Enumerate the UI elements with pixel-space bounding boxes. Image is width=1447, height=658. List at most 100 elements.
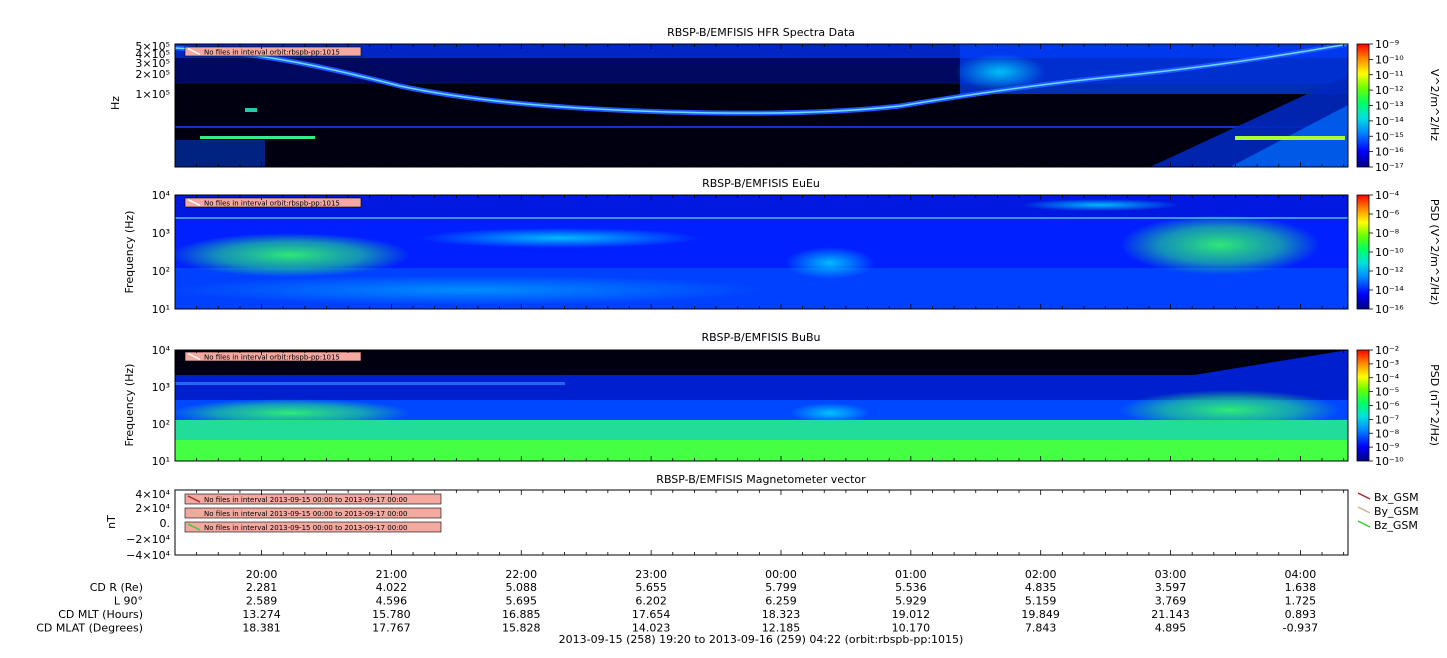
eueu-ytick-1e3: 10³ xyxy=(152,227,170,240)
ephemeris-value: 2.589 xyxy=(246,595,278,608)
bubu-y-ticks: 10¹ 10² 10³ 10⁴ xyxy=(152,344,171,468)
ephemeris-value: 14.023 xyxy=(632,622,671,635)
hfr-ytick-2e5: 2×10⁵ xyxy=(135,68,170,81)
bubu-ytick-1e4: 10⁴ xyxy=(152,344,171,357)
ephemeris-value: -0.937 xyxy=(1283,622,1318,635)
ephemeris-value: 5.088 xyxy=(506,581,538,594)
hfr-ytick-5e5: 5×10⁵ xyxy=(135,40,170,53)
bubu-ytick-1e3: 10³ xyxy=(152,381,170,394)
ephemeris-row-label: L 90° xyxy=(114,595,143,608)
ephemeris-value: 5.536 xyxy=(895,581,927,594)
mag-ytick-neg4e4: −4×10⁴ xyxy=(126,549,170,562)
x-tick-label: 03:00 xyxy=(1155,568,1187,581)
colorbar-tick-label: 10⁻¹⁷ xyxy=(1375,161,1404,174)
ephemeris-table: CD R (Re) 2.281 4.022 5.088 5.655 5.799 5.536 4… xyxy=(36,581,1318,635)
ephemeris-value: 19.012 xyxy=(892,608,931,621)
mag-y-ticks: 4×10⁴ 2×10⁴ 0. −2×10⁴ −4×10⁴ xyxy=(126,488,170,562)
svg-text:Bx_GSM: Bx_GSM xyxy=(1374,491,1419,504)
ephemeris-value: 3.597 xyxy=(1155,581,1187,594)
time-ticks: 20:00 21:00 22:00 23:00 00:00 01:00 02:00 03:00… xyxy=(174,44,1345,581)
svg-text:No files in interval 2013-09-1: No files in interval 2013-09-15 00:00 to… xyxy=(204,510,407,518)
legend-by: By_GSM xyxy=(1357,505,1419,518)
x-tick-label: 04:00 xyxy=(1285,568,1317,581)
hfr-ylabel: Hz xyxy=(109,96,122,110)
x-tick-label: 23:00 xyxy=(635,568,667,581)
ephemeris-row-label: CD MLT (Hours) xyxy=(58,608,143,621)
colorbar-tick-label: 10⁻¹⁶ xyxy=(1375,303,1404,316)
colorbar-tick-label: 10⁻¹¹ xyxy=(1375,69,1404,82)
ephemeris-row-label: CD MLAT (Degrees) xyxy=(36,622,143,635)
bubu-ytick-1e1: 10¹ xyxy=(152,455,170,468)
ephemeris-value: 1.638 xyxy=(1285,581,1317,594)
ephemeris-value: 4.835 xyxy=(1025,581,1057,594)
colorbar-tick-label: 10⁻⁶ xyxy=(1375,208,1400,221)
eueu-y-ticks: 10¹ 10² 10³ 10⁴ xyxy=(152,189,171,316)
colorbar-tick-label: 10⁻⁴ xyxy=(1375,372,1400,385)
hfr-title: RBSP-B/EMFISIS HFR Spectra Data xyxy=(667,26,855,39)
hfr-y-ticks: 1×10⁵ 2×10⁵ 3×10⁵ 4×10⁵ 5×10⁵ xyxy=(135,40,170,101)
colorbar-tick-label: 10⁻¹⁰ xyxy=(1375,246,1404,259)
mag-notice-2: No files in interval 2013-09-15 00:00 to… xyxy=(184,507,442,519)
svg-text:By_GSM: By_GSM xyxy=(1374,505,1419,518)
mag-ytick-neg2e4: −2×10⁴ xyxy=(126,533,170,546)
eueu-colorbar-label: PSD (V^2/m^2/Hz) xyxy=(1428,199,1441,305)
ephemeris-value: 17.767 xyxy=(372,622,411,635)
ephemeris-value: 17.654 xyxy=(632,608,671,621)
colorbar-tick-label: 10⁻³ xyxy=(1375,358,1399,371)
mag-ytick-2e4: 2×10⁴ xyxy=(135,502,170,515)
bubu-title: RBSP-B/EMFISIS BuBu xyxy=(702,331,821,344)
svg-text:Bz_GSM: Bz_GSM xyxy=(1374,519,1418,532)
ephemeris-value: 12.185 xyxy=(762,622,801,635)
colorbar-tick-label: 10⁻⁵ xyxy=(1375,386,1399,399)
svg-text:No files in interval orbit:rbs: No files in interval orbit:rbspb-pp:1015 xyxy=(204,200,340,208)
mag-ylabel: nT xyxy=(105,515,118,529)
legend-bz: Bz_GSM xyxy=(1357,519,1418,532)
ephemeris-value: 5.799 xyxy=(765,581,797,594)
ephemeris-value: 5.159 xyxy=(1025,595,1057,608)
eueu-notice: No files in interval orbit:rbspb-pp:1015 xyxy=(184,197,362,208)
colorbar-tick-label: 10⁻¹⁴ xyxy=(1375,284,1404,297)
ephemeris-value: 18.381 xyxy=(242,622,281,635)
svg-text:No files in interval orbit:rbs: No files in interval orbit:rbspb-pp:1015 xyxy=(204,49,340,57)
ephemeris-value: 15.780 xyxy=(372,608,411,621)
ephemeris-value: 10.170 xyxy=(892,622,931,635)
colorbar-tick-label: 10⁻¹³ xyxy=(1375,100,1404,113)
colorbar-tick-label: 10⁻⁹ xyxy=(1375,441,1399,454)
mag-notice-3: No files in interval 2013-09-15 00:00 to… xyxy=(184,521,442,533)
mag-ytick-0: 0. xyxy=(160,517,171,530)
mag-title: RBSP-B/EMFISIS Magnetometer vector xyxy=(656,473,866,486)
bubu-colorbar-label: PSD (nT^2/Hz) xyxy=(1428,364,1441,446)
colorbar-tick-label: 10⁻² xyxy=(1375,344,1399,357)
ephemeris-value: 5.655 xyxy=(635,581,667,594)
eueu-ytick-1e4: 10⁴ xyxy=(152,189,171,202)
ephemeris-value: 4.895 xyxy=(1155,622,1187,635)
colorbar-tick-label: 10⁻⁷ xyxy=(1375,413,1399,426)
ephemeris-value: 5.695 xyxy=(506,595,538,608)
ephemeris-value: 5.929 xyxy=(895,595,927,608)
eueu-ylabel: Frequency (Hz) xyxy=(123,211,136,294)
ephemeris-value: 6.259 xyxy=(765,595,797,608)
bubu-ytick-1e2: 10² xyxy=(152,418,170,431)
mag-ytick-4e4: 4×10⁴ xyxy=(135,488,170,501)
eueu-spectrogram xyxy=(175,195,1348,309)
svg-text:No files in interval 2013-09-1: No files in interval 2013-09-15 00:00 to… xyxy=(204,524,407,532)
hfr-ytick-3e5: 3×10⁵ xyxy=(135,57,170,70)
eueu-panel: RBSP-B/EMFISIS EuEu No files in interval… xyxy=(123,177,1441,316)
hfr-panel: RBSP-B/EMFISIS HFR Spectra Data No files… xyxy=(109,26,1441,168)
ephemeris-value: 18.323 xyxy=(762,608,801,621)
colorbar-tick-label: 10⁻¹² xyxy=(1375,84,1404,97)
eueu-title: RBSP-B/EMFISIS EuEu xyxy=(702,177,820,190)
eueu-colorbar: PSD (V^2/m^2/Hz) xyxy=(1356,194,1441,310)
x-tick-label: 21:00 xyxy=(376,568,408,581)
hfr-spectrogram xyxy=(175,44,1348,167)
ephemeris-value: 1.725 xyxy=(1285,595,1317,608)
x-tick-label: 01:00 xyxy=(895,568,927,581)
ephemeris-value: 4.022 xyxy=(376,581,408,594)
mag-legend: Bx_GSM By_GSM Bz_GSM xyxy=(1357,491,1419,532)
colorbar-tick-label: 10⁻¹² xyxy=(1375,265,1404,278)
x-tick-label: 00:00 xyxy=(765,568,797,581)
ephemeris-value: 7.843 xyxy=(1025,622,1057,635)
eueu-ytick-1e2: 10² xyxy=(152,265,170,278)
mag-panel: RBSP-B/EMFISIS Magnetometer vector No fi… xyxy=(105,473,1419,562)
svg-text:No files in interval 2013-09-1: No files in interval 2013-09-15 00:00 to… xyxy=(204,496,407,504)
